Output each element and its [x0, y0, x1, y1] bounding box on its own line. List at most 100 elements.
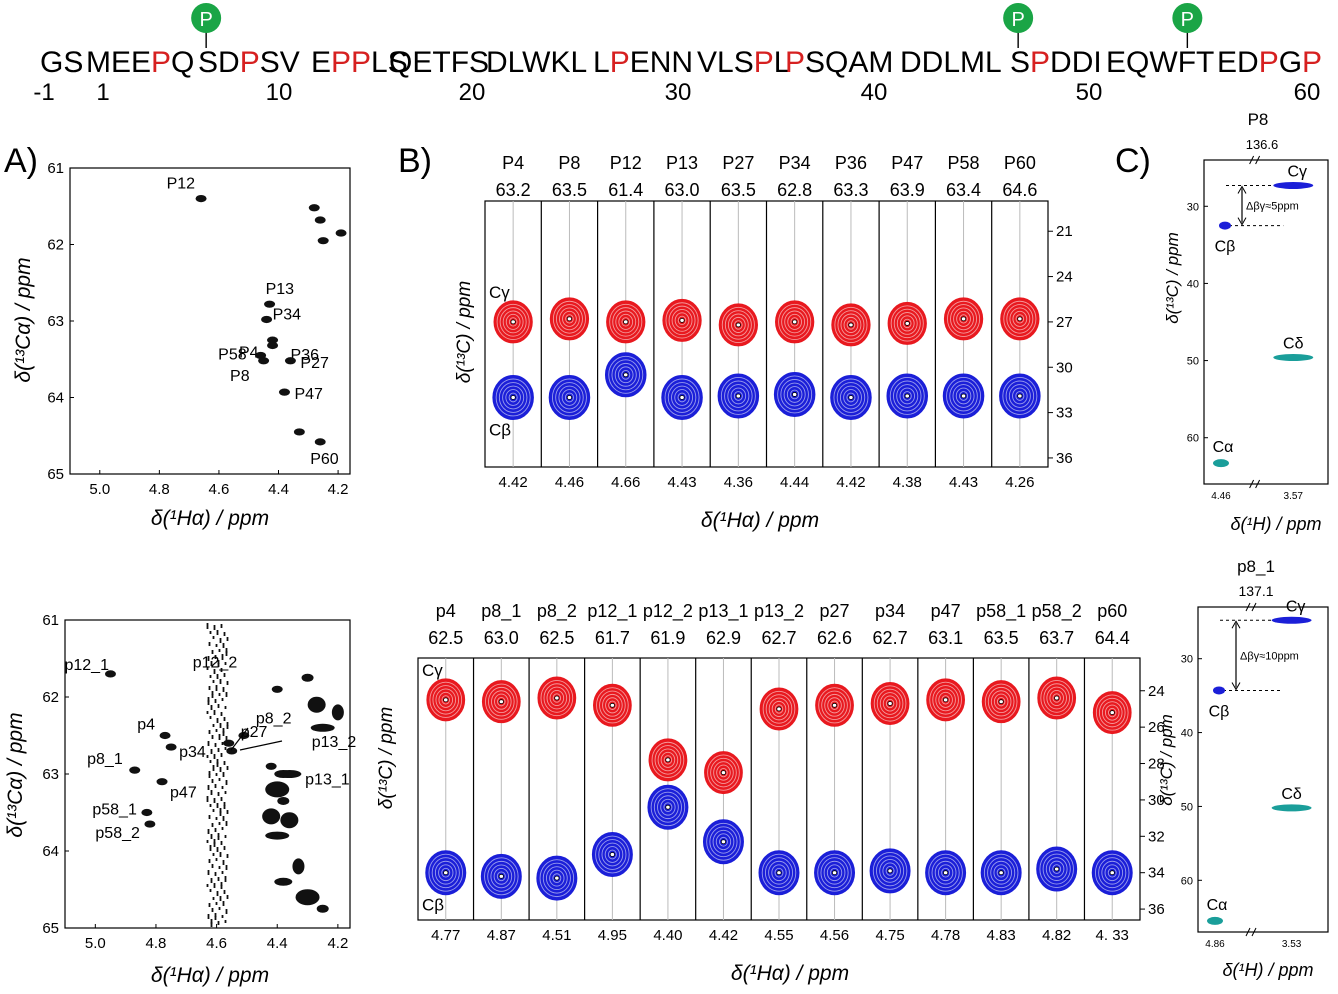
residue: S: [260, 46, 280, 79]
contour-level: [428, 853, 464, 892]
cgamma-peak: [493, 300, 533, 344]
cbeta-peak: [1213, 686, 1225, 695]
contour-level: [947, 300, 981, 337]
contour-level: [710, 757, 737, 788]
noise-streak: [221, 742, 224, 745]
contour-level: [605, 697, 620, 714]
contour-level: [611, 359, 640, 391]
peak-label: P36: [291, 347, 320, 364]
contour-level: [674, 312, 690, 329]
contour-center: [665, 804, 671, 810]
contour-center: [735, 393, 741, 399]
contour-center: [998, 870, 1004, 876]
contour-center: [1109, 710, 1115, 715]
residue: T: [1196, 46, 1214, 79]
contour-level: [508, 392, 518, 403]
proline-residue: P: [1030, 46, 1050, 79]
noise-streak: [211, 694, 214, 698]
noise-streak: [206, 840, 209, 843]
contour-level: [946, 377, 982, 415]
contour-level: [441, 695, 450, 705]
contour-level: [996, 867, 1006, 878]
label-cgamma: Cγ: [1286, 598, 1306, 615]
noise-streak: [207, 785, 210, 790]
sequence-group: DDLML: [900, 46, 1002, 79]
noise-streak: [222, 728, 225, 733]
contour-level: [902, 318, 912, 329]
contour-center: [831, 702, 838, 708]
noise-streak: [224, 876, 227, 879]
residue: M: [86, 46, 111, 79]
delta-arrow-head: [1231, 620, 1241, 629]
cross-peak: [195, 195, 207, 203]
noise-streak: [226, 725, 229, 729]
delta-arrow-head: [1231, 682, 1241, 691]
noise-streak: [215, 685, 218, 688]
contour-level: [846, 392, 856, 403]
contour-level: [1012, 387, 1028, 405]
contour-level: [821, 690, 848, 721]
contour-level: [596, 687, 629, 724]
noise-streak: [226, 854, 229, 858]
contour-level: [601, 842, 624, 867]
contour-level: [733, 391, 743, 401]
contour-level: [1052, 864, 1062, 874]
contour-level: [599, 690, 626, 721]
noise-streak: [211, 735, 214, 739]
noise-streak: [213, 839, 216, 844]
noise-streak: [221, 786, 224, 789]
contour-level: [826, 864, 843, 882]
noise-streak: [207, 870, 210, 875]
contour-level: [1039, 850, 1074, 888]
noise-streak: [211, 779, 214, 783]
contour-level: [1052, 693, 1061, 703]
axis-break-icon: [1249, 155, 1261, 165]
noise-streak: [210, 922, 213, 927]
label-arrow: [239, 740, 283, 751]
delta-arrow-head: [1237, 217, 1247, 226]
contour-level: [827, 697, 842, 714]
noise-streak: [209, 889, 212, 892]
contour-level: [540, 679, 574, 717]
y-tick-label: 30: [1187, 201, 1199, 213]
y-tick-label: 40: [1187, 278, 1199, 290]
noise-streak: [219, 811, 222, 816]
contour-level: [833, 378, 869, 417]
sequence-group: QETFS: [389, 46, 489, 79]
contour-level: [731, 316, 746, 333]
crowded-peak: [280, 812, 299, 829]
cross-peak: [144, 820, 156, 828]
noise-streak: [213, 842, 216, 847]
strip-ca-shift: 61.4: [608, 180, 643, 200]
noise-streak: [206, 884, 209, 887]
cbeta-peak: [1091, 850, 1133, 896]
cbeta-peak: [980, 850, 1022, 896]
proline-residue: P: [351, 46, 371, 79]
contour-level: [487, 860, 516, 892]
contour-level: [505, 313, 521, 330]
contour-level: [932, 685, 959, 715]
contour-level: [612, 307, 640, 337]
contour-level: [715, 833, 732, 851]
cross-peak: [284, 357, 296, 365]
residue-number: 10: [266, 79, 293, 106]
contour-level: [941, 695, 950, 705]
residue: D: [218, 46, 240, 79]
sequence-group: GS: [40, 46, 83, 79]
cgamma-peak: [1037, 676, 1077, 720]
strip-h-shift: 4.51: [542, 927, 571, 944]
noise-streak: [225, 736, 228, 741]
contour-level: [987, 857, 1016, 889]
contour-level: [713, 761, 734, 784]
contour-level: [561, 389, 578, 406]
contour-level: [990, 690, 1012, 714]
strip-ca-shift: 62.6: [817, 628, 852, 648]
residue: E: [1106, 46, 1126, 79]
contour-level: [488, 686, 515, 717]
panel-c-top-xlabel: δ(¹H) / ppm: [1230, 514, 1321, 534]
strip-residue-name: p8_1: [481, 601, 521, 622]
residue-number: 1: [96, 79, 109, 106]
contour-level: [494, 693, 509, 710]
y-tick-label: 61: [42, 612, 59, 629]
noise-streak: [207, 829, 210, 834]
